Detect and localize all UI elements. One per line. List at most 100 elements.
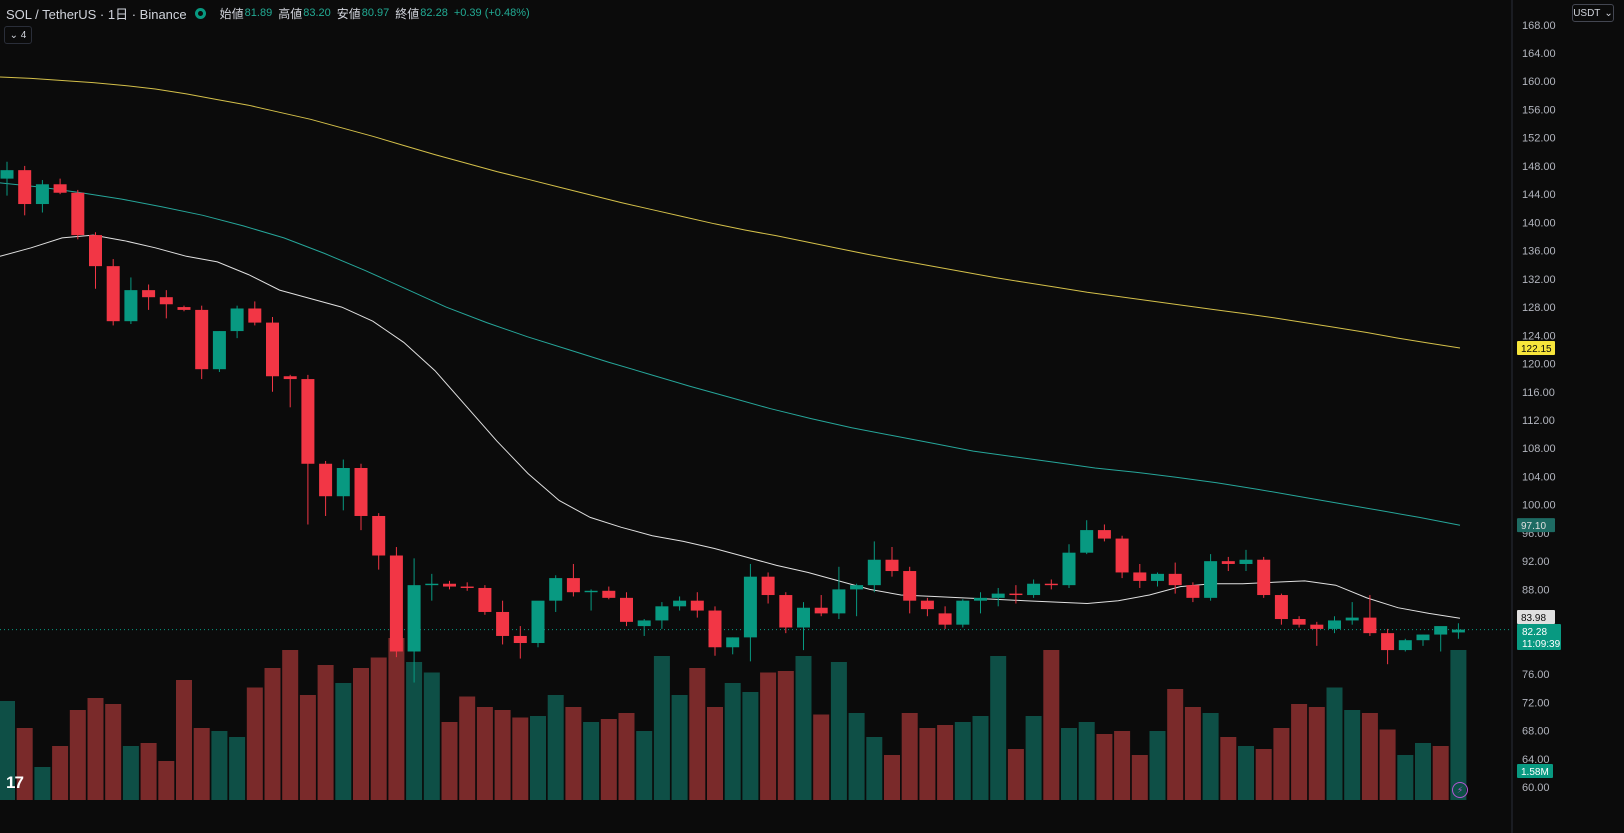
last-price-label: 82.28 [1522,627,1547,638]
low-label: 安値 [336,6,361,21]
candle-body [71,192,85,236]
candle-body [814,607,828,614]
volume-bar [1096,734,1113,800]
volume-bar [636,731,653,800]
volume-bar [370,657,387,800]
volume-bar [193,728,210,800]
price-tick-label: 160.00 [1522,76,1556,88]
candle-body [372,515,386,556]
ma-long-line [0,76,1461,349]
candle-body [407,585,421,652]
candle-body [690,600,704,611]
volume-bar [742,692,759,800]
volume-value-label-bg [1517,764,1553,778]
candle-body [478,587,492,612]
ma-long-value-label-bg [1517,341,1555,356]
candle-body [496,611,510,636]
chevron-down-icon: ⌄ [9,29,19,41]
volume-bar [813,714,830,800]
volume-bar [299,695,316,800]
volume-bar [459,696,476,800]
volume-bar [388,638,405,800]
lightning-icon[interactable]: ⚡ [1452,782,1468,798]
candle-body [620,597,633,622]
candle-body [726,637,740,648]
price-tick-label: 148.00 [1522,161,1556,173]
tradingview-logo[interactable]: 17 [6,773,24,793]
volume-bar [1308,707,1325,800]
candle-body [460,586,474,588]
candle-body [266,322,279,377]
countdown-label: 11:09:39 [1522,639,1561,650]
volume-bar [16,728,33,800]
candle-body [159,297,173,305]
candle-body [283,376,297,380]
volume-bar [919,728,936,800]
ma-mid-value-label-bg [1517,518,1555,533]
price-tick-label: 72.00 [1522,697,1550,709]
candle-body [1027,583,1041,596]
candle-body [1345,617,1359,621]
candle-body [956,600,970,625]
candle-body [1115,538,1129,573]
candle-body [885,559,899,572]
candle-body [1009,593,1023,596]
volume-bar [583,722,600,800]
candle-body [920,600,934,610]
symbol-title[interactable]: SOL / TetherUS · 1日 · Binance [6,6,187,22]
volume-bar [335,683,352,800]
axis-background [1512,0,1624,833]
candle-body [974,597,987,601]
candle-body [354,467,368,516]
volume-value-label: 1.58M [1521,767,1549,778]
volume-bar [1025,716,1042,800]
candle-body [602,590,616,598]
price-tick-label: 100.00 [1522,500,1556,512]
volume-bar [211,731,228,800]
volume-bar [937,725,954,800]
candle-body [761,576,775,596]
candle-body [1328,620,1341,629]
price-tick-label: 156.00 [1522,104,1556,116]
candles [0,161,1465,683]
candle-body [832,589,846,614]
high-label: 高値 [278,6,303,21]
candle-body [673,600,687,607]
price-tick-label: 104.00 [1522,471,1556,483]
price-tick-label: 132.00 [1522,274,1556,286]
volume-bar [724,683,741,800]
volume-bar [1149,731,1166,800]
candle-body [195,309,209,370]
ma-mid-value-label: 97.10 [1521,521,1546,532]
candle-body [531,600,545,644]
volume-bar [565,707,582,800]
price-tick-label: 124.00 [1522,330,1556,342]
high-value: 83.20 [303,7,331,19]
candle-body [1080,530,1094,553]
candle-body [177,307,191,310]
candle-body [1398,640,1412,651]
volume-bar [122,746,139,800]
volume-bar [264,668,281,800]
market-status-icon[interactable] [194,7,206,19]
volume-bar [1450,650,1467,800]
volume-bar [140,743,157,800]
volume-bar [901,713,918,800]
volume-bar [866,737,883,800]
candle-body [584,590,598,593]
volume-bar [1220,737,1237,800]
price-axis[interactable]: 60.0064.0068.0072.0076.0080.0084.0088.00… [1511,0,1624,833]
price-tick-label: 60.00 [1522,782,1550,794]
candle-body [389,555,403,652]
indicators-collapse-button[interactable]: ⌄ 4 [4,26,32,44]
candle-body [708,610,722,648]
price-tick-label: 92.00 [1522,556,1550,568]
candle-body [566,578,580,593]
currency-select[interactable]: USDT ⌄ [1572,4,1614,22]
price-tick-label: 164.00 [1522,48,1556,60]
volume-bar [760,672,777,800]
volume-bar [1415,743,1431,800]
volume-bar [1061,728,1077,800]
